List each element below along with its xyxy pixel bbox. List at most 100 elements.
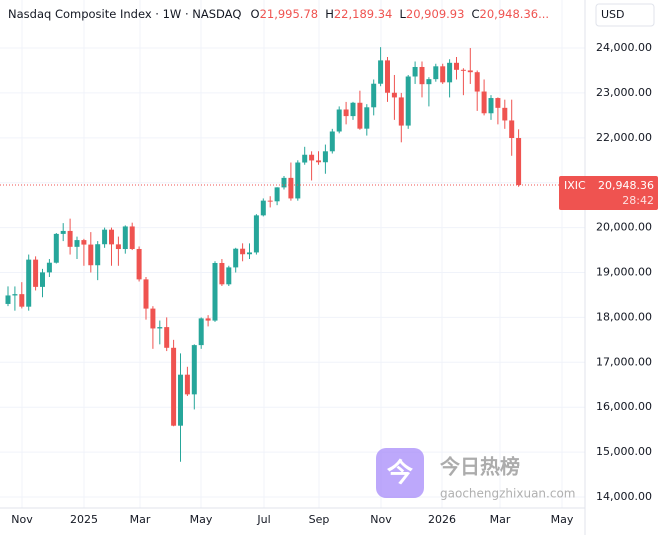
y-tick-label: 24,000.00 bbox=[596, 41, 652, 54]
candle-body bbox=[122, 226, 128, 250]
candle-body bbox=[516, 138, 522, 186]
currency-button[interactable] bbox=[595, 3, 655, 27]
candle-body bbox=[343, 109, 349, 117]
candle-body bbox=[460, 69, 466, 71]
candle-body bbox=[191, 345, 197, 395]
y-tick-label: 18,000.00 bbox=[596, 310, 652, 323]
candle-body bbox=[336, 109, 342, 132]
x-tick-label: May bbox=[551, 513, 574, 526]
candle-body bbox=[150, 308, 156, 329]
x-tick-label: May bbox=[190, 513, 213, 526]
candle-body bbox=[19, 294, 25, 307]
y-tick-label: 14,000.00 bbox=[596, 490, 652, 503]
x-tick-label: Mar bbox=[490, 513, 511, 526]
y-tick-label: 22,000.00 bbox=[596, 131, 652, 144]
currency[interactable]: USD bbox=[601, 8, 625, 21]
candle-body bbox=[102, 229, 108, 245]
candle-body bbox=[309, 154, 315, 161]
y-tick-label: 20,000.00 bbox=[596, 221, 652, 234]
candle-body bbox=[281, 177, 287, 188]
candle-body bbox=[495, 98, 501, 108]
candle-body bbox=[53, 233, 59, 263]
watermark-url: gaochengzhixuan.com bbox=[440, 487, 575, 501]
candle-body bbox=[405, 76, 411, 126]
candle-body bbox=[447, 62, 453, 83]
candle-body bbox=[357, 102, 363, 129]
candle-body bbox=[164, 327, 170, 348]
candle-body bbox=[274, 187, 280, 202]
y-tick-label: 19,000.00 bbox=[596, 266, 652, 279]
high-label: H bbox=[325, 7, 334, 21]
x-tick-label: 2025 bbox=[70, 513, 98, 526]
candle-body bbox=[364, 107, 370, 129]
watermark: 今 今日热榜 gaochengzhixuan.com bbox=[376, 448, 575, 501]
candle-body bbox=[426, 79, 432, 85]
watermark-icon: 今 bbox=[387, 458, 413, 489]
candle-body bbox=[371, 83, 377, 108]
y-tick-label: 23,000.00 bbox=[596, 86, 652, 99]
candle-body bbox=[157, 327, 163, 329]
candle-body bbox=[171, 347, 177, 426]
x-tick-label: Sep bbox=[309, 513, 330, 526]
x-tick-label: 2026 bbox=[428, 513, 456, 526]
x-tick-label: Jul bbox=[256, 513, 270, 526]
price-badge-bg bbox=[559, 176, 658, 211]
y-tick-label: 16,000.00 bbox=[596, 400, 652, 413]
candle-body bbox=[295, 162, 301, 199]
candle-body bbox=[467, 70, 473, 73]
candle-body bbox=[398, 97, 404, 126]
candle-body bbox=[433, 66, 439, 80]
candle-body bbox=[419, 66, 425, 85]
candle-body bbox=[481, 91, 487, 114]
watermark-icon-bg bbox=[376, 448, 424, 498]
candle-body bbox=[302, 154, 308, 163]
header: Nasdaq Composite Index · 1W · NASDAQ O21… bbox=[8, 4, 549, 23]
x-tick-label: Nov bbox=[370, 513, 392, 526]
y-tick-label: 15,000.00 bbox=[596, 445, 652, 458]
candle-body bbox=[143, 279, 149, 309]
candle-body bbox=[198, 318, 204, 346]
candle-body bbox=[474, 72, 480, 92]
candle-body bbox=[322, 151, 328, 163]
candle-body bbox=[95, 244, 101, 266]
open-label: O bbox=[251, 7, 260, 21]
candle-body bbox=[26, 259, 32, 307]
candle-body bbox=[233, 248, 239, 268]
candle-body bbox=[260, 200, 266, 216]
candle-body bbox=[240, 248, 246, 255]
candle-body bbox=[184, 374, 190, 395]
candle-body bbox=[253, 215, 259, 253]
candle-body bbox=[205, 318, 211, 321]
candle-body bbox=[12, 294, 18, 296]
candle-body bbox=[60, 230, 66, 234]
candle-body bbox=[115, 244, 121, 250]
candle-body bbox=[454, 62, 459, 70]
candle-body bbox=[391, 92, 397, 98]
candle-body bbox=[488, 98, 494, 114]
candle-body bbox=[350, 102, 356, 117]
close-label: C bbox=[472, 7, 480, 21]
candle-body bbox=[378, 60, 384, 84]
candle-body bbox=[412, 66, 418, 77]
price-badge-countdown: 28:42 bbox=[622, 194, 654, 207]
candle-body bbox=[219, 262, 225, 285]
candle-body bbox=[178, 374, 183, 426]
candle-body bbox=[502, 107, 508, 121]
price-badge-price: 20,948.36 bbox=[598, 179, 654, 192]
candle-body bbox=[288, 177, 294, 199]
candle-body bbox=[509, 120, 515, 139]
candle-body bbox=[267, 200, 273, 202]
candle-body bbox=[109, 229, 114, 245]
candle-body bbox=[247, 252, 252, 255]
candle-body bbox=[67, 230, 73, 247]
watermark-name: 今日热榜 bbox=[440, 455, 520, 479]
candle-body bbox=[385, 60, 390, 93]
candle-body bbox=[136, 248, 142, 280]
open-value: 21,995.78 bbox=[260, 7, 319, 21]
y-tick-label: 17,000.00 bbox=[596, 355, 652, 368]
close-value: 20,948.36... bbox=[480, 7, 550, 21]
low-value: 20,909.93 bbox=[406, 7, 465, 21]
candle-body bbox=[46, 262, 52, 273]
